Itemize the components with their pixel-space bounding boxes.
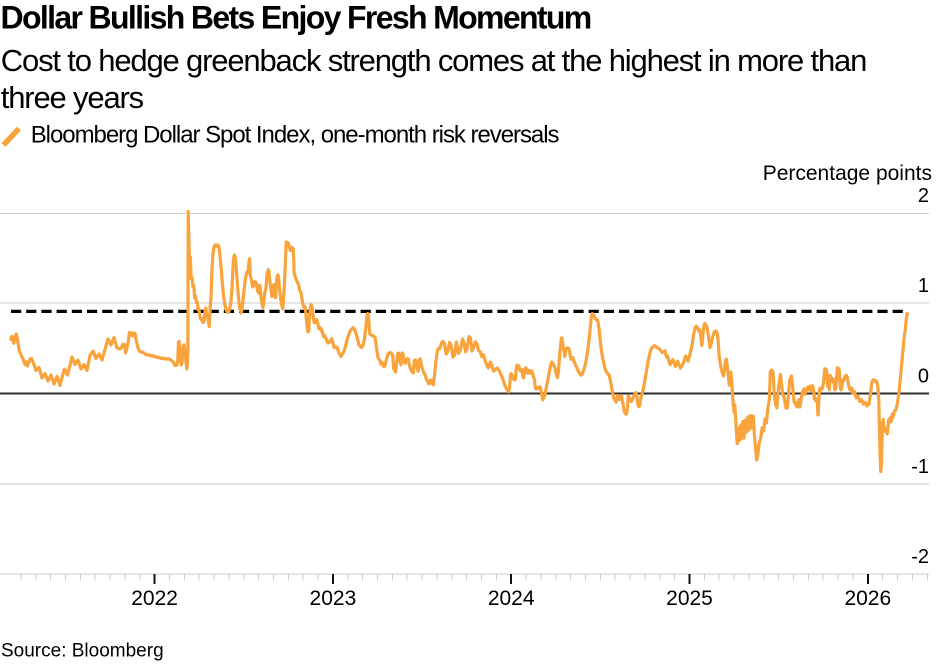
svg-text:three years: three years	[1, 80, 144, 115]
svg-text:2026: 2026	[844, 587, 891, 610]
svg-text:-1: -1	[911, 456, 929, 478]
svg-text:2: 2	[918, 185, 929, 207]
svg-text:-2: -2	[911, 546, 929, 568]
svg-text:2022: 2022	[131, 587, 178, 610]
svg-text:2024: 2024	[488, 587, 535, 610]
svg-text:Bloomberg Dollar Spot Index, o: Bloomberg Dollar Spot Index, one-month r…	[31, 121, 560, 148]
svg-text:2023: 2023	[310, 587, 357, 610]
svg-text:0: 0	[918, 366, 929, 388]
svg-text:Percentage points: Percentage points	[763, 162, 932, 185]
svg-text:Cost to hedge greenback streng: Cost to hedge greenback strength comes a…	[1, 43, 866, 78]
svg-text:1: 1	[918, 275, 929, 297]
svg-text:Dollar Bullish Bets Enjoy Fres: Dollar Bullish Bets Enjoy Fresh Momentum	[1, 0, 591, 36]
svg-text:2025: 2025	[666, 587, 713, 610]
svg-text:Source: Bloomberg: Source: Bloomberg	[1, 640, 164, 661]
